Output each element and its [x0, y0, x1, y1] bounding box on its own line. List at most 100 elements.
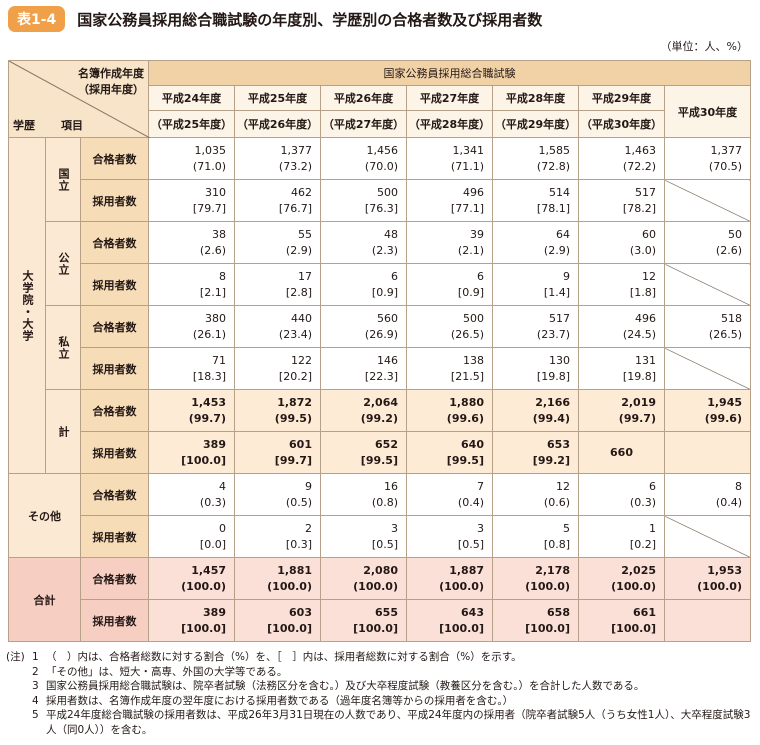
- cell-text: [76.3]: [364, 201, 398, 215]
- cell-text: (26.1): [192, 327, 226, 341]
- value-cell: 2 [0.3]: [234, 515, 321, 558]
- cell-text: (2.3): [371, 243, 398, 257]
- value-cell: 517 (23.7): [492, 305, 579, 348]
- diagonal-line: [9, 61, 150, 138]
- cell-text: 389: [203, 437, 226, 451]
- data-row: 合計 合格者数 1,457 (100.0) 1,881 (100.0) 2,080 (100.…: [8, 557, 751, 642]
- cell-text: 122: [291, 353, 312, 367]
- cell-text: (2.9): [285, 243, 312, 257]
- data-row: 採用者数 389 [100.0] 603 [100.0] 655 [100.0] 643 [10…: [9, 599, 751, 642]
- cell-text: 643: [461, 605, 484, 619]
- value-cell: 1,880 (99.6): [406, 389, 493, 432]
- cell-text: (70.0): [364, 159, 398, 173]
- cell-text: [19.8]: [622, 369, 656, 383]
- section-label: 合計: [8, 557, 81, 642]
- cell-text: (72.8): [536, 159, 570, 173]
- data-row: 採用者数 8 [2.1] 17 [2.8] 6 [0.9] 6 [0.9] 9 [1.4] 12 [1.…: [9, 263, 751, 306]
- item-label: 採用者数: [80, 431, 149, 474]
- section-text: 大学院・大学: [21, 269, 34, 342]
- cell-text: 17: [298, 269, 312, 283]
- value-cell: 500 [76.3]: [320, 179, 407, 222]
- cell-text: 380: [205, 311, 226, 325]
- cell-text: (2.1): [457, 243, 484, 257]
- header-row: 名簿作成年度 （採用年度） 学歴 項目 国家公務員採用総合職試験: [8, 60, 751, 138]
- cell-text: 660: [610, 445, 633, 459]
- cell-text: (100.0): [697, 579, 742, 593]
- notes-label: [6, 679, 32, 694]
- value-cell: 17 [2.8]: [234, 263, 321, 306]
- value-cell: 462 [76.7]: [234, 179, 321, 222]
- item-label: 合格者数: [80, 557, 149, 600]
- data-row: 私立 合格者数 380 (26.1) 440 (23.4) 560 (26.9) 500 (26.…: [9, 305, 751, 390]
- cell-text: 60: [642, 227, 656, 241]
- cell-text: 2: [305, 521, 312, 535]
- sub-year-header: （平成25年度）: [148, 110, 235, 138]
- cell-text: (23.7): [536, 327, 570, 341]
- value-cell: 496 [77.1]: [406, 179, 493, 222]
- cell-text: (71.0): [192, 159, 226, 173]
- cell-text: [19.8]: [536, 369, 570, 383]
- value-cell: 55 (2.9): [234, 221, 321, 264]
- cell-text: (99.4): [532, 411, 570, 425]
- cell-text: 560: [377, 311, 398, 325]
- subgroup-label: 国立: [45, 137, 81, 222]
- cell-text: (72.2): [622, 159, 656, 173]
- note-text: 国家公務員採用総合職試験は、院卒者試験（法務区分を含む。）及び大卒程度試験（教養…: [46, 680, 645, 692]
- cell-text: (73.2): [278, 159, 312, 173]
- cell-text: 1,585: [538, 143, 571, 157]
- year-header: 平成26年度: [320, 85, 407, 111]
- value-cell: 643 [100.0]: [406, 599, 493, 642]
- cell-text: [20.2]: [278, 369, 312, 383]
- corner-label: （採用年度）: [78, 83, 144, 96]
- cell-text: [18.3]: [192, 369, 226, 383]
- note-number: 1: [32, 651, 39, 663]
- sub-year-header: （平成26年度）: [234, 110, 321, 138]
- value-cell: 16 (0.8): [320, 473, 407, 516]
- cell-text: [99.5]: [360, 453, 398, 467]
- sub-year-header: （平成29年度）: [492, 110, 579, 138]
- value-cell: 130 [19.8]: [492, 347, 579, 390]
- cell-text: 1,872: [277, 395, 312, 409]
- cell-text: 1,453: [191, 395, 226, 409]
- note-number: 4: [32, 694, 39, 707]
- value-cell: 9 (0.5): [234, 473, 321, 516]
- cell-text: 38: [212, 227, 226, 241]
- value-cell: 603 [100.0]: [234, 599, 321, 642]
- item-label: 採用者数: [80, 347, 149, 390]
- cell-text: (99.7): [618, 411, 656, 425]
- item-label: 合格者数: [80, 221, 149, 264]
- cell-text: 601: [289, 437, 312, 451]
- value-cell: 5 [0.8]: [492, 515, 579, 558]
- cell-text: (0.5): [285, 495, 312, 509]
- cell-text: [100.0]: [611, 621, 656, 635]
- note-number: 5: [32, 709, 39, 721]
- value-cell: 1,881 (100.0): [234, 557, 321, 600]
- value-cell: 2,080 (100.0): [320, 557, 407, 600]
- note-text: 「その他」は、短大・高専、外国の大学等である。: [46, 665, 288, 678]
- sub-year-header: （平成27年度）: [320, 110, 407, 138]
- cell-text: (0.4): [457, 495, 484, 509]
- cell-text: 2,178: [535, 563, 570, 577]
- sub-year-header: （平成28年度）: [406, 110, 493, 138]
- cell-text: 1,035: [194, 143, 227, 157]
- empty-cell: [664, 431, 751, 474]
- cell-text: 440: [291, 311, 312, 325]
- cell-text: (100.0): [525, 579, 570, 593]
- cell-text: [99.2]: [532, 453, 570, 467]
- cell-text: (23.4): [278, 327, 312, 341]
- cell-text: 1,341: [452, 143, 485, 157]
- value-cell: 122 [20.2]: [234, 347, 321, 390]
- value-cell: 389 [100.0]: [148, 431, 235, 474]
- value-cell: 138 [21.5]: [406, 347, 493, 390]
- cell-text: 50: [728, 227, 742, 241]
- cell-text: 4: [219, 479, 226, 493]
- cell-text: 3: [391, 521, 398, 535]
- data-row: 計合格者数 1,453 (99.7) 1,872 (99.5) 2,064 (99.2) 1,…: [9, 389, 751, 474]
- year-header: 平成27年度: [406, 85, 493, 111]
- value-cell: 514 [78.1]: [492, 179, 579, 222]
- cell-text: [100.0]: [439, 621, 484, 635]
- value-cell: 64 (2.9): [492, 221, 579, 264]
- value-cell: 496 (24.5): [578, 305, 665, 348]
- cell-text: [100.0]: [181, 621, 226, 635]
